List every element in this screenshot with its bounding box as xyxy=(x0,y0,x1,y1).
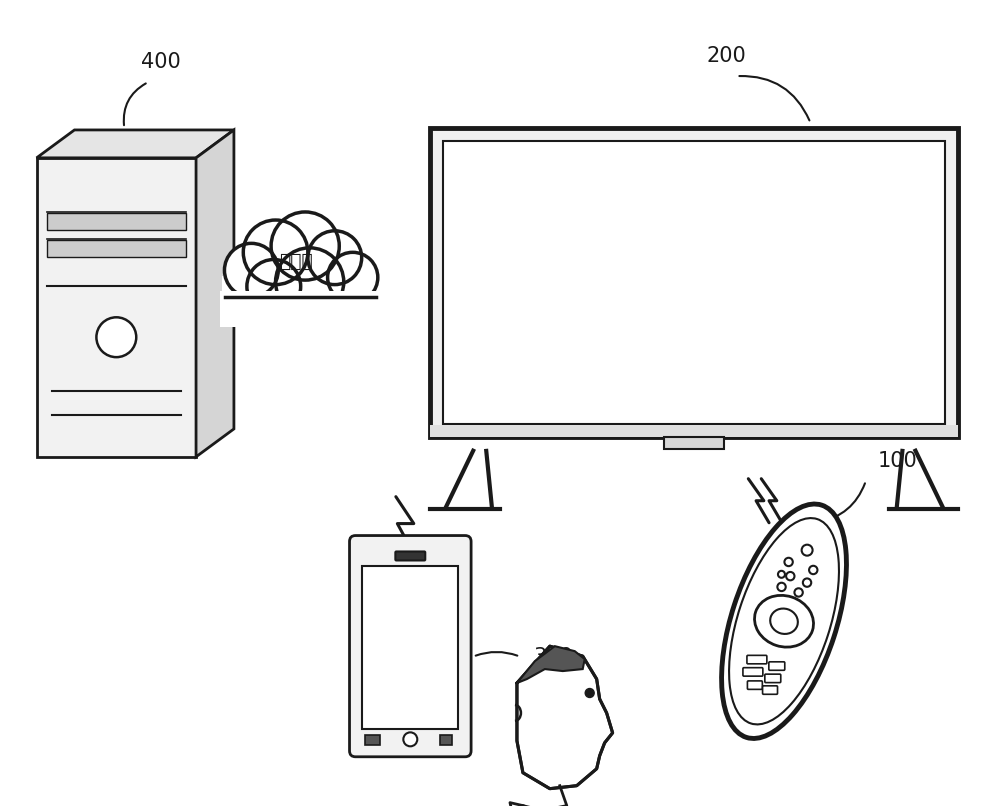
Circle shape xyxy=(247,260,301,313)
Bar xyxy=(37,158,196,457)
Ellipse shape xyxy=(770,608,798,634)
Circle shape xyxy=(96,317,136,358)
Circle shape xyxy=(784,558,793,567)
FancyBboxPatch shape xyxy=(395,551,425,560)
FancyBboxPatch shape xyxy=(763,686,778,694)
FancyBboxPatch shape xyxy=(769,662,785,671)
Circle shape xyxy=(308,231,362,285)
Circle shape xyxy=(794,588,803,596)
Text: 互联网: 互联网 xyxy=(279,252,313,271)
FancyBboxPatch shape xyxy=(747,681,762,689)
Bar xyxy=(47,240,186,257)
Text: 400: 400 xyxy=(141,52,181,72)
Circle shape xyxy=(403,733,417,746)
FancyBboxPatch shape xyxy=(743,667,763,676)
Circle shape xyxy=(585,688,594,697)
Polygon shape xyxy=(517,646,613,788)
FancyBboxPatch shape xyxy=(747,655,767,664)
Bar xyxy=(362,567,458,729)
Circle shape xyxy=(809,566,817,574)
FancyBboxPatch shape xyxy=(350,536,471,757)
Circle shape xyxy=(271,212,339,280)
Polygon shape xyxy=(517,646,585,683)
Bar xyxy=(47,213,186,230)
Circle shape xyxy=(803,579,811,587)
Circle shape xyxy=(802,545,813,556)
Circle shape xyxy=(224,244,278,297)
Text: 200: 200 xyxy=(706,46,746,66)
Bar xyxy=(440,735,452,745)
Bar xyxy=(664,437,724,449)
FancyBboxPatch shape xyxy=(765,674,781,683)
Bar xyxy=(430,128,958,437)
Polygon shape xyxy=(196,130,234,457)
Bar xyxy=(222,276,380,312)
Circle shape xyxy=(243,220,308,285)
Circle shape xyxy=(777,583,786,591)
Polygon shape xyxy=(37,130,234,158)
Circle shape xyxy=(276,248,344,316)
Ellipse shape xyxy=(722,504,846,738)
Bar xyxy=(220,291,381,327)
Bar xyxy=(443,141,945,424)
Text: 100: 100 xyxy=(878,451,918,470)
Bar xyxy=(430,425,958,437)
Circle shape xyxy=(778,571,785,578)
Text: 300: 300 xyxy=(533,646,573,667)
Circle shape xyxy=(328,253,378,303)
Ellipse shape xyxy=(729,518,839,725)
Ellipse shape xyxy=(755,596,814,647)
Bar xyxy=(365,735,380,745)
Circle shape xyxy=(786,572,794,580)
